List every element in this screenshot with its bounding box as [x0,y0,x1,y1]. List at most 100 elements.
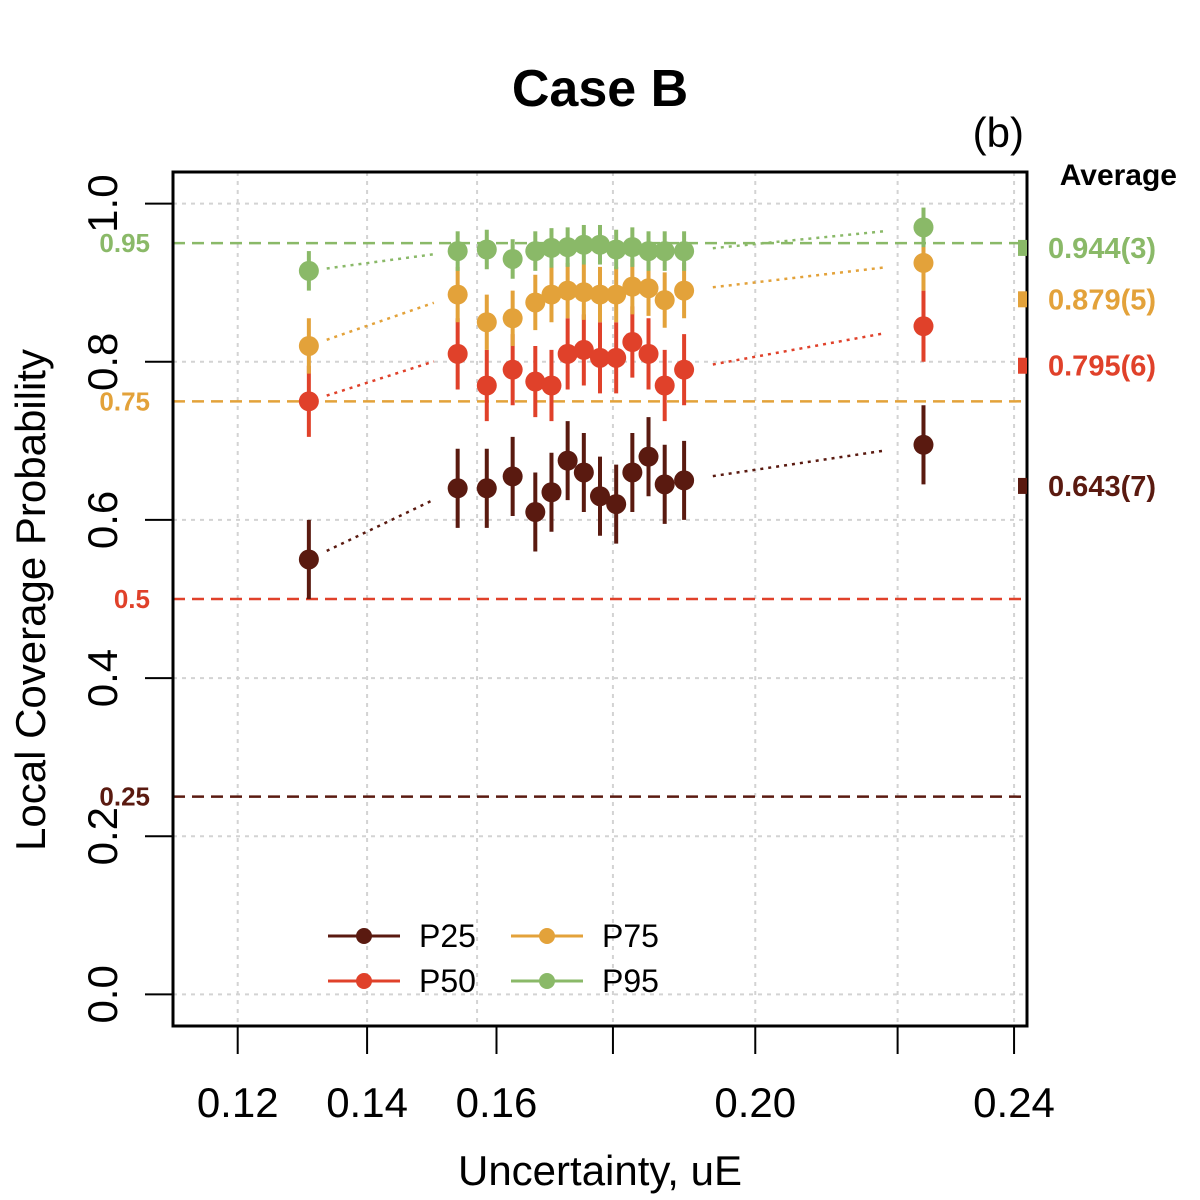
data-point [447,241,468,262]
data-point [913,252,934,273]
connector-line [712,449,886,478]
plot-frame [171,170,1029,1028]
average-label: 0.879(5) [1048,284,1156,316]
data-point [525,241,546,262]
data-point [502,248,523,269]
x-tick-label: 0.16 [456,1079,538,1126]
legend-label: P25 [419,918,476,954]
average-header: Average [1060,159,1177,192]
y-tick-label: 0.0 [79,965,126,1023]
data-point [476,312,497,333]
data-point [638,343,659,364]
connector-line [712,266,886,289]
data-points [298,207,934,599]
data-point [573,234,594,255]
legend: P25 P50 P75 P95 [328,918,659,999]
average-label: 0.944(3) [1048,233,1156,265]
average-label: 0.643(7) [1048,471,1156,503]
data-point [298,549,319,570]
legend-marker [356,973,372,989]
data-point [654,290,675,311]
data-point [557,280,578,301]
data-point [606,239,627,260]
data-point [622,332,643,353]
connector-line [326,498,435,553]
y-tick-label: 0.2 [79,807,126,865]
data-point [654,241,675,262]
reference-label: 0.75 [99,386,150,416]
axes: 0.12 0.14 0.16 0.20 0.24 0.0 0.2 0.4 0.6 0.8 1.0 [79,170,1055,1126]
data-point [674,241,695,262]
data-point [447,284,468,305]
data-point [525,502,546,523]
data-point [638,446,659,467]
data-point [557,450,578,471]
data-point [573,282,594,303]
data-point [502,359,523,380]
data-point [557,343,578,364]
data-point [298,391,319,412]
connector-lines [326,229,886,553]
data-point [476,478,497,499]
data-point [654,474,675,495]
data-point [674,280,695,301]
average-markers: 0.643(7) 0.795(6) 0.879(5) 0.944(3) [1018,233,1156,503]
y-tick-label: 0.6 [79,491,126,549]
data-point [447,478,468,499]
average-marker [1018,239,1027,256]
reference-lines: 0.25 0.5 0.75 0.95 [99,228,1027,812]
data-point [674,470,695,491]
data-point [541,237,562,258]
x-tick-label: 0.24 [973,1079,1055,1126]
data-point [573,339,594,360]
x-tick-label: 0.20 [714,1079,796,1126]
data-point [913,316,934,337]
data-point [606,284,627,305]
legend-marker [539,973,555,989]
y-tick-label: 0.4 [79,649,126,707]
legend-marker [356,928,372,944]
data-point [590,347,610,368]
data-point [525,371,546,392]
average-label: 0.795(6) [1048,351,1156,383]
data-point [590,234,610,255]
y-tick-label: 0.8 [79,333,126,391]
connector-line [326,360,435,397]
data-point [654,375,675,396]
legend-label: P95 [602,963,659,999]
legend-label: P75 [602,918,659,954]
data-point [541,284,562,305]
data-point [606,347,627,368]
data-point [557,237,578,258]
connector-line [712,331,886,366]
average-marker [1018,291,1027,308]
y-axis-label: Local Coverage Probability [7,349,54,851]
data-point [541,375,562,396]
data-point [590,486,610,507]
data-point [502,308,523,329]
legend-marker [539,928,555,944]
data-point [502,466,523,487]
connector-line [326,252,435,270]
data-point [638,278,659,299]
data-point [541,482,562,503]
reference-label: 0.25 [99,782,150,812]
data-point [298,260,319,281]
chart-title: Case B [512,60,688,118]
data-point [447,343,468,364]
data-point [913,217,934,238]
x-tick-label: 0.14 [326,1079,408,1126]
connector-line [326,301,435,341]
y-tick-label: 1.0 [79,174,126,232]
data-point [638,241,659,262]
data-point [573,462,594,483]
reference-label: 0.95 [99,228,150,258]
data-point [622,276,643,297]
x-tick-label: 0.12 [197,1079,279,1126]
data-point [476,375,497,396]
average-marker [1018,357,1027,374]
x-axis-label: Uncertainty, uE [458,1147,742,1194]
reference-label: 0.5 [114,584,150,614]
data-point [606,494,627,515]
